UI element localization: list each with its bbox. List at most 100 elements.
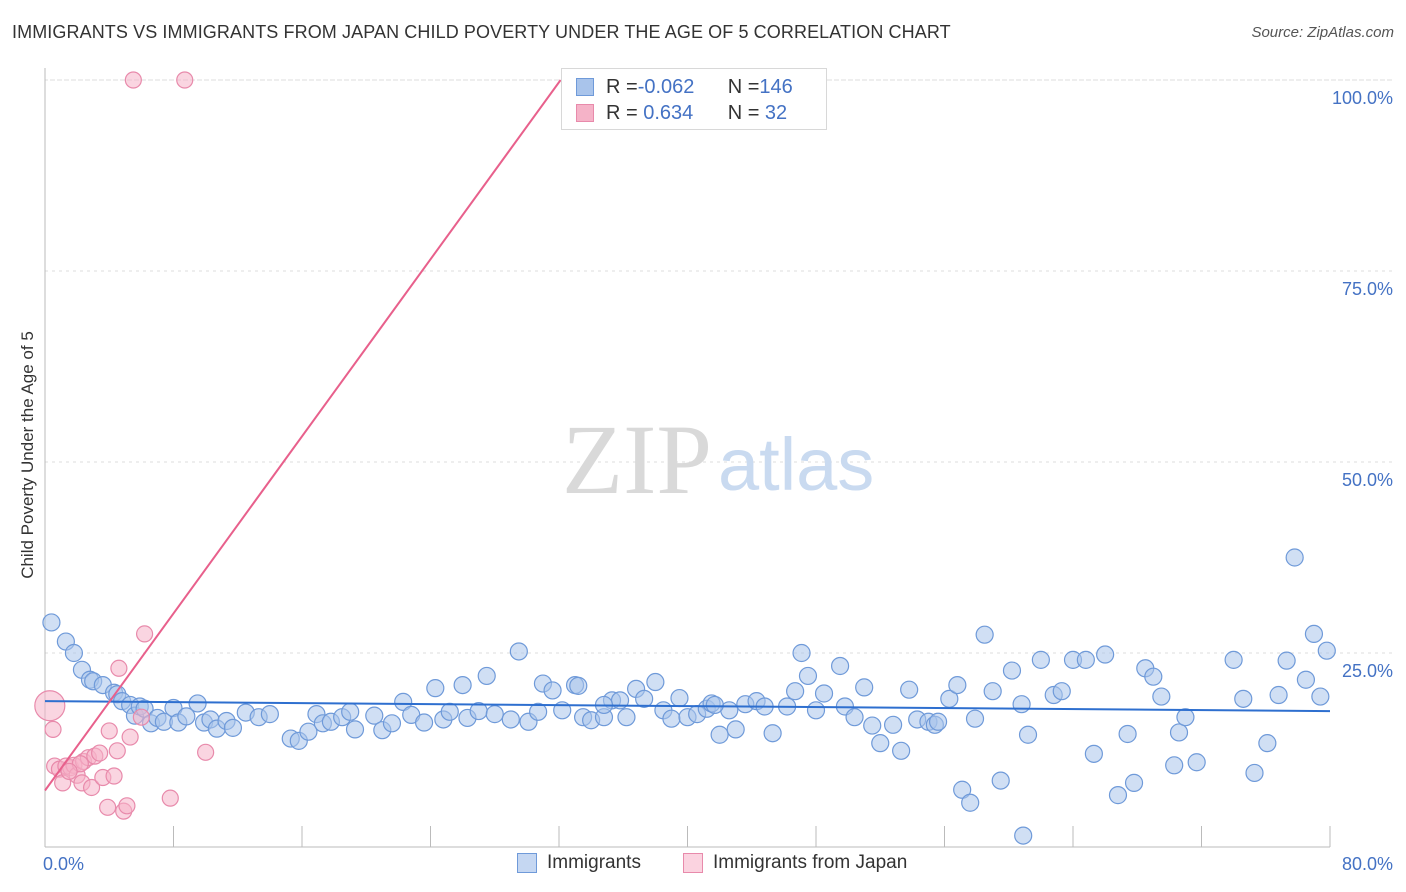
point-immigrants-from-japan	[60, 762, 78, 781]
point-immigrants	[188, 694, 207, 713]
trend-lines	[44, 79, 1331, 792]
point-immigrants-from-japan	[124, 71, 142, 89]
point-immigrants	[365, 706, 384, 725]
point-immigrants	[635, 689, 654, 708]
point-immigrants	[617, 708, 636, 727]
point-immigrants	[806, 701, 826, 720]
bottom-legend-japan: Immigrants from Japan	[683, 852, 907, 874]
legend-r-label: R =	[606, 101, 638, 124]
point-immigrants-from-japan	[176, 71, 194, 89]
point-immigrants	[991, 771, 1010, 790]
point-immigrants	[394, 692, 413, 711]
point-immigrants-from-japan	[132, 708, 150, 726]
point-immigrants	[726, 720, 745, 739]
point-immigrants	[1269, 685, 1288, 705]
point-immigrants	[42, 613, 61, 632]
point-immigrants-from-japan	[108, 742, 126, 760]
point-immigrants	[543, 681, 562, 700]
point-immigrants-from-japan	[82, 778, 101, 797]
point-immigrants-from-japan	[44, 720, 62, 739]
legend-swatch-pink	[576, 104, 594, 122]
point-immigrants	[1031, 650, 1050, 669]
point-immigrants	[453, 675, 472, 695]
point-immigrants-from-japan	[105, 767, 123, 785]
point-immigrants	[1176, 708, 1195, 727]
point-immigrants	[299, 722, 318, 741]
point-immigrants-from-japan	[91, 744, 109, 762]
point-immigrants	[260, 705, 279, 724]
point-immigrants	[1285, 548, 1304, 567]
point-immigrants-from-japan	[99, 798, 117, 816]
point-immigrants	[983, 682, 1002, 701]
point-immigrants	[798, 666, 818, 686]
point-immigrants	[845, 708, 864, 727]
point-immigrants	[501, 710, 520, 729]
bottom-legend-immigrants: Immigrants	[517, 852, 641, 874]
point-immigrants	[892, 741, 911, 760]
point-immigrants	[792, 643, 811, 663]
bottom-legend-label: Immigrants	[547, 852, 641, 873]
legend-r-value: -0.062	[637, 75, 695, 98]
point-immigrants	[1165, 756, 1184, 775]
point-immigrants	[64, 643, 84, 663]
point-immigrants	[763, 724, 782, 743]
grid-lines	[45, 79, 1392, 654]
point-immigrants	[1258, 734, 1277, 753]
point-immigrants	[975, 625, 994, 644]
point-immigrants	[1311, 687, 1330, 706]
point-immigrants-from-japan	[118, 797, 136, 815]
point-immigrants	[928, 712, 948, 731]
point-immigrants	[1234, 689, 1253, 708]
legend-r-label: R =	[606, 75, 638, 98]
point-immigrants	[646, 672, 665, 692]
point-immigrants	[953, 780, 972, 799]
y-tick-label: 25.0%	[1342, 661, 1393, 681]
x-tick-label: 80.0%	[1342, 854, 1393, 874]
y-tick-label: 100.0%	[1332, 88, 1393, 108]
point-immigrants	[863, 716, 882, 735]
point-immigrants	[1014, 826, 1033, 845]
point-immigrants	[1317, 641, 1336, 660]
point-immigrants	[509, 642, 528, 661]
point-immigrants	[1304, 624, 1324, 644]
point-immigrants	[382, 714, 402, 733]
point-immigrants	[1169, 723, 1189, 742]
point-immigrants	[1187, 753, 1206, 772]
point-immigrants	[1084, 744, 1103, 763]
chart-title: IMMIGRANTS VS IMMIGRANTS FROM JAPAN CHIL…	[12, 22, 951, 42]
y-axis-label: Child Poverty Under the Age of 5	[18, 331, 37, 579]
point-immigrants	[1245, 763, 1264, 783]
watermark-zip: ZIP	[562, 404, 712, 515]
point-immigrants	[830, 656, 850, 676]
point-immigrants	[1108, 786, 1128, 805]
point-immigrants	[1152, 687, 1171, 706]
point-immigrants	[855, 678, 874, 697]
legend-n-label: N =	[727, 75, 760, 98]
legend-swatch-blue	[576, 78, 594, 96]
point-immigrants	[177, 707, 196, 726]
point-immigrants	[1052, 682, 1071, 701]
series-immigrants-from-japan	[34, 71, 215, 820]
legend-row-japan: R = 0.634 N = 32	[576, 100, 787, 126]
point-immigrants-from-japan	[110, 659, 128, 677]
point-immigrants	[948, 675, 967, 695]
legend-row-immigrants: R = -0.062 N = 146	[576, 74, 793, 100]
bottom-legend-swatch-blue	[517, 853, 537, 873]
x-tick-label: 0.0%	[43, 854, 84, 874]
point-immigrants	[1002, 661, 1022, 680]
source-credit: Source: ZipAtlas.com	[1251, 24, 1394, 41]
point-immigrants-from-japan	[100, 722, 118, 740]
point-immigrants-from-japan	[197, 743, 215, 761]
legend-r-value: 0.634	[637, 101, 694, 124]
point-immigrants	[961, 793, 980, 812]
y-tick-label: 50.0%	[1342, 470, 1393, 490]
point-immigrants	[1012, 695, 1031, 714]
legend-n-value: 146	[759, 75, 793, 98]
point-immigrants	[569, 676, 588, 695]
point-immigrants	[710, 725, 729, 744]
axes	[44, 68, 1331, 848]
point-immigrants-from-japan	[121, 728, 139, 746]
point-immigrants	[1144, 667, 1163, 686]
point-immigrants-from-japan	[135, 625, 154, 643]
